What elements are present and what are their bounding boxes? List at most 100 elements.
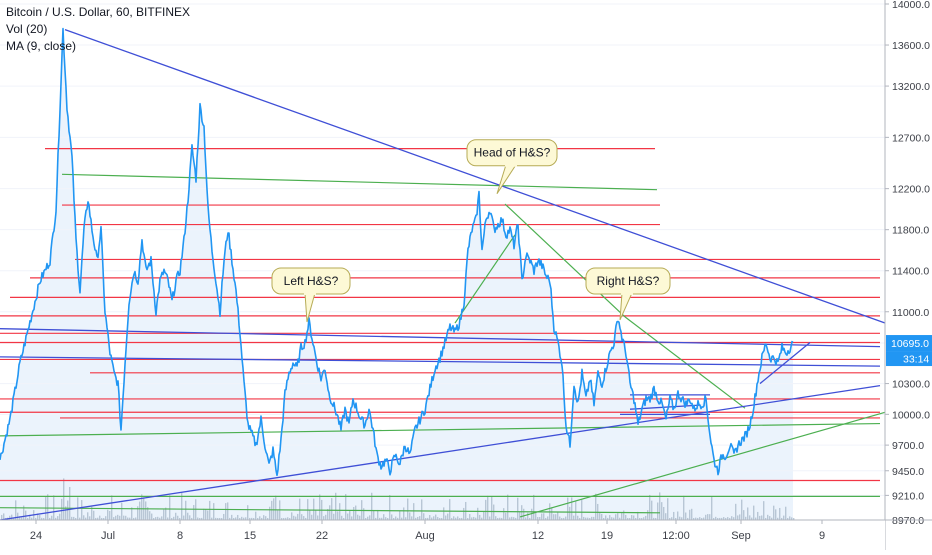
volume-bar xyxy=(345,494,347,520)
volume-bar xyxy=(97,517,99,520)
volume-bar xyxy=(653,517,655,520)
volume-bar xyxy=(637,511,639,520)
volume-bar xyxy=(225,503,227,520)
volume-bar xyxy=(285,517,287,520)
volume-bar xyxy=(153,517,155,520)
time-tick-label: 19 xyxy=(601,530,613,542)
volume-bar xyxy=(111,495,113,520)
volume-bar xyxy=(65,506,67,520)
volume-bar xyxy=(763,501,765,520)
volume-bar xyxy=(127,517,129,520)
volume-bar xyxy=(753,505,755,520)
volume-bar xyxy=(593,516,595,520)
volume-bar xyxy=(119,515,121,520)
volume-bar xyxy=(565,516,567,520)
volume-bar xyxy=(689,509,691,520)
volume-bar xyxy=(783,515,785,520)
callout: Left H&S? xyxy=(271,267,351,323)
volume-bar xyxy=(271,500,273,520)
volume-bar xyxy=(483,511,485,520)
volume-bar xyxy=(199,517,201,520)
volume-bar xyxy=(603,517,605,520)
volume-bar xyxy=(283,517,285,520)
volume-bar xyxy=(757,511,759,520)
volume-bar xyxy=(587,517,589,520)
symbol-title[interactable]: Bitcoin / U.S. Dollar, 60, BITFINEX xyxy=(6,5,191,19)
volume-bar xyxy=(759,515,761,520)
volume-bar xyxy=(595,493,597,520)
volume-bar xyxy=(73,516,75,520)
price-tick-label: 13200.0 xyxy=(892,81,930,93)
time-tick-label: Aug xyxy=(415,530,435,542)
volume-bar xyxy=(737,515,739,520)
volume-bar xyxy=(221,517,223,520)
volume-bar xyxy=(497,517,499,520)
volume-bar xyxy=(455,517,457,520)
volume-bar xyxy=(243,517,245,520)
volume-bar xyxy=(313,498,315,520)
volume-bar xyxy=(551,507,553,520)
ma-indicator-label[interactable]: MA (9, close) xyxy=(6,39,77,53)
current-price-label: 10695.0 xyxy=(891,338,929,350)
volume-bar xyxy=(347,513,349,520)
callout-pointer xyxy=(619,292,633,321)
chart-legend: Bitcoin / U.S. Dollar, 60, BITFINEX Vol … xyxy=(6,4,190,55)
volume-bar xyxy=(467,517,469,520)
volume-bar xyxy=(3,513,5,520)
volume-bar xyxy=(99,515,101,520)
volume-bar xyxy=(617,513,619,520)
volume-bar xyxy=(215,517,217,520)
price-series-layer xyxy=(0,27,794,477)
volume-bar xyxy=(159,517,161,520)
volume-bar xyxy=(187,512,189,520)
volume-bar xyxy=(475,517,477,520)
volume-bar xyxy=(63,478,65,520)
volume-bar xyxy=(413,503,415,520)
volume-bar xyxy=(769,516,771,520)
price-series-line xyxy=(0,27,794,477)
time-tick-label: 12:00 xyxy=(662,530,690,542)
volume-bar xyxy=(495,516,497,520)
volume-bar xyxy=(239,517,241,520)
volume-bar xyxy=(391,514,393,520)
volume-bar xyxy=(649,494,651,520)
volume-bar xyxy=(37,513,39,520)
volume-bar xyxy=(611,517,613,520)
volume-bar xyxy=(543,513,545,520)
price-tick-label: 12700.0 xyxy=(892,132,930,144)
price-tick-label: 13600.0 xyxy=(892,40,930,52)
volume-bar xyxy=(411,516,413,520)
volume-bar xyxy=(329,505,331,520)
volume-bar xyxy=(407,498,409,520)
volume-bar xyxy=(599,511,601,520)
volume-bar xyxy=(705,514,707,520)
volume-bar xyxy=(69,486,71,520)
volume-bar xyxy=(517,497,519,520)
callout-joint xyxy=(505,163,517,167)
volume-bar xyxy=(673,511,675,520)
volume-bar xyxy=(167,517,169,520)
volume-bar xyxy=(1,514,3,520)
volume-bar xyxy=(35,517,37,520)
volume-bar xyxy=(57,516,59,520)
volume-bar xyxy=(409,512,411,520)
volume-bar xyxy=(679,516,681,520)
volume-bar xyxy=(787,517,789,520)
price-tick-label: 11400.0 xyxy=(892,266,929,278)
volume-bar xyxy=(563,517,565,520)
price-tick-label: 14000.0 xyxy=(892,0,930,11)
volume-bar xyxy=(717,517,719,520)
volume-bar xyxy=(249,517,251,520)
volume-bar xyxy=(533,494,535,520)
volume-bar xyxy=(149,511,151,520)
volume-bar xyxy=(635,518,637,520)
volume-bar xyxy=(191,517,193,520)
volume-indicator-label[interactable]: Vol (20) xyxy=(6,22,48,36)
volume-bar xyxy=(459,517,461,520)
volume-bar xyxy=(511,516,513,520)
volume-bar xyxy=(417,516,419,520)
volume-bar xyxy=(713,517,715,520)
volume-bar xyxy=(645,515,647,520)
